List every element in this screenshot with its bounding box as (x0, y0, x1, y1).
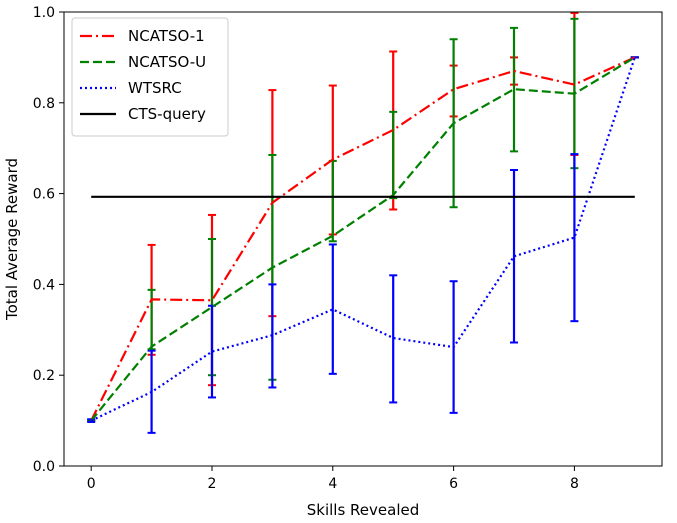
y-tick-label: 1.0 (33, 5, 55, 21)
legend-label: CTS-query (128, 105, 206, 123)
legend-label: NCATSO-U (128, 53, 206, 71)
legend: NCATSO-1 NCATSO-U WTSRC CTS-query (71, 17, 229, 137)
series-line (90, 57, 636, 422)
y-tick-label: 0.6 (33, 187, 55, 203)
x-tick-label: 2 (208, 476, 217, 492)
x-axis-ticks: 0 2 4 6 8 (87, 466, 579, 492)
y-tick-label: 0.8 (33, 96, 55, 112)
x-tick-label: 6 (449, 476, 458, 492)
y-tick-label: 0.4 (33, 277, 55, 293)
series-line (90, 56, 636, 422)
x-tick-label: 4 (328, 476, 337, 492)
x-axis-label: Skills Revealed (307, 501, 420, 519)
x-tick-label: 0 (87, 476, 96, 492)
y-axis-label: Total Average Reward (3, 158, 21, 321)
y-tick-label: 0.0 (33, 459, 55, 475)
y-tick-label: 0.2 (33, 368, 55, 384)
legend-box (71, 17, 229, 137)
legend-label: WTSRC (128, 79, 182, 97)
plot-frame (63, 11, 663, 467)
x-tick-label: 8 (570, 476, 579, 492)
y-axis-ticks: 0.0 0.2 0.4 0.6 0.8 1.0 (33, 5, 64, 475)
legend-label: NCATSO-1 (128, 27, 205, 45)
series-line (90, 56, 636, 422)
series-lines (90, 56, 636, 422)
